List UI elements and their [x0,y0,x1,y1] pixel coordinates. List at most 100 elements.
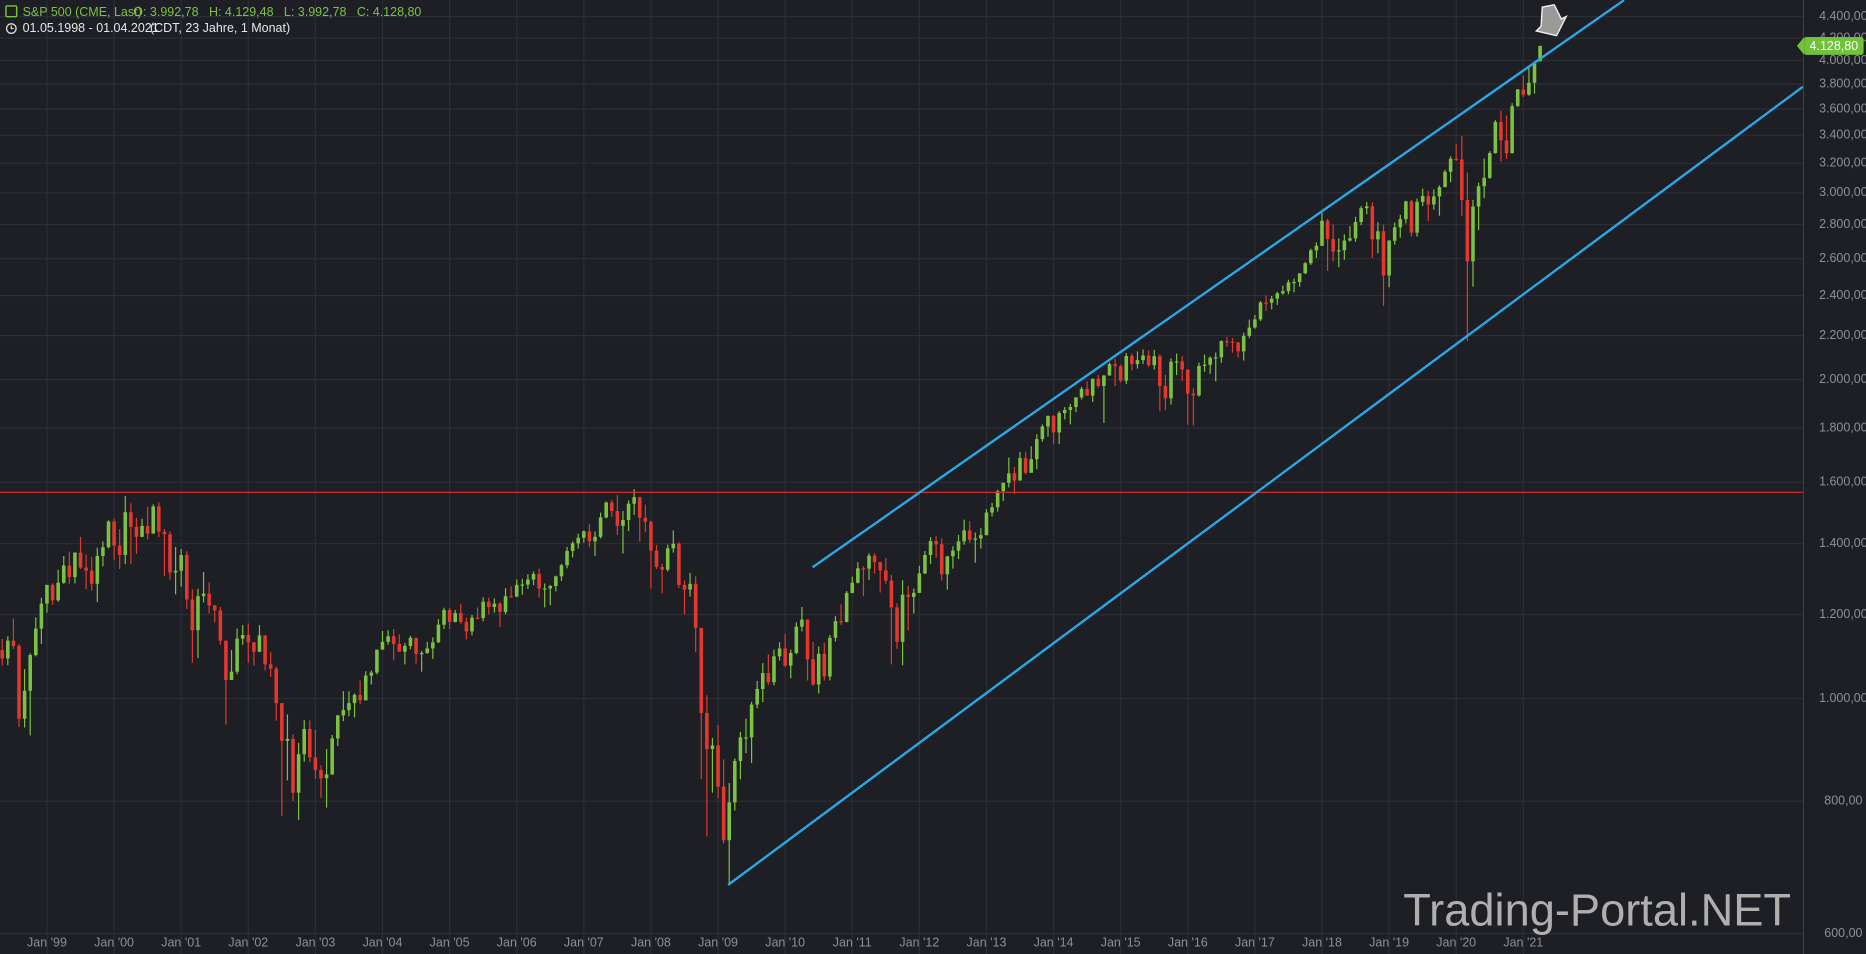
candle-body [453,613,457,622]
candle-body [1062,409,1067,414]
y-tick-label: 1.200,00 [1819,607,1866,621]
candle-body [157,506,161,532]
candle-body [1482,177,1486,187]
x-tick-label: Jan '12 [899,936,939,950]
candle-body [1420,195,1425,202]
candle-body [1342,240,1347,251]
candle-body [945,556,950,575]
candle-body [1353,222,1358,239]
candle-body [967,530,972,540]
candle-body [1090,378,1095,396]
candle-body [134,526,139,537]
candle-body [833,621,838,638]
candle-body [78,552,83,568]
candle-body [419,652,424,655]
candle-body [1359,208,1363,223]
ohlc-text: O: 3.992,78 H: 4.129,48 L: 3.992,78 C: 4… [133,5,421,19]
candle-body [677,543,681,585]
candle-body [1079,388,1084,398]
x-tick-label: Jan '18 [1302,936,1342,950]
y-tick-label: 2.800,00 [1819,217,1866,231]
candle-body [772,656,776,683]
candle-body [990,507,994,513]
candle-body [1152,356,1157,366]
y-tick-label: 800,00 [1824,794,1862,808]
candle-body [1018,458,1022,481]
candle-body [749,704,754,738]
candle-body [682,584,687,590]
candle-body [733,761,737,803]
candle-body [744,737,748,739]
candle-body [542,588,547,590]
x-tick-label: Jan '16 [1168,936,1208,950]
candle-body [369,672,374,676]
candle-body [1336,250,1341,252]
candle-body [1241,335,1246,352]
y-tick-label: 1.800,00 [1819,420,1866,434]
candle-body [380,641,385,650]
candle-body [481,601,485,619]
candle-body [296,754,301,793]
candle-body [1191,393,1196,396]
candle-body [1135,360,1140,365]
candle-body [928,541,933,555]
y-tick-label: 600,00 [1824,926,1862,940]
candle-body [403,645,407,652]
candle-body [1376,231,1380,240]
candle-body [263,635,267,665]
candle-body [839,621,843,623]
candle-body [1364,206,1369,209]
arrow-icon [1534,3,1568,37]
candle-body [1247,327,1252,336]
candle-body [1275,293,1280,299]
candle-body [1510,106,1514,154]
candle-body [1169,361,1173,399]
candle-body [1303,263,1308,274]
x-tick-label: Jan '14 [1034,936,1074,950]
candle-body [11,640,16,646]
candle-body [956,541,961,551]
candle-body [1113,364,1117,367]
candle-body [291,738,295,793]
candle-body [660,566,664,570]
candle-body [28,655,32,691]
candle-body [710,745,715,750]
candle-body [867,555,871,569]
x-tick-label: Jan '10 [765,936,805,950]
candle-body [425,648,430,653]
candle-body [375,649,379,673]
candle-body [1281,291,1285,294]
x-tick-label: Jan '11 [833,936,872,950]
candle-body [1381,231,1386,276]
candle-body [17,645,21,719]
candle-body [615,510,620,526]
candle-body [811,659,815,685]
y-tick-label: 1.000,00 [1819,691,1866,705]
candle-body [162,531,167,535]
range-note: (CDT, 23 Jahre, 1 Monat) [150,21,290,35]
candle-body [911,592,916,597]
y-tick-label: 3.000,00 [1819,185,1866,199]
candle-body [1476,186,1481,207]
y-tick-label: 1.400,00 [1819,536,1866,550]
candle-body [201,593,206,597]
x-tick-label: Jan '13 [967,936,1007,950]
candle-body [1197,365,1201,396]
candle-body [101,547,105,556]
candle-body [1398,219,1403,228]
candle-body [1515,89,1520,107]
candle-body [1230,341,1235,343]
candle-body [1213,357,1218,359]
candle-body [537,573,541,589]
candle-body [1499,121,1503,141]
candle-body [179,554,183,571]
x-tick-label: Jan '02 [228,936,268,950]
candle-body [973,538,978,540]
candle-body [526,579,530,585]
candle-body [1236,342,1240,352]
candle-body [856,568,860,583]
y-tick-label: 4.000,00 [1819,53,1866,67]
header: S&P 500 (CME, Last) O: 3.992,78 H: 4.129… [5,5,421,35]
candle-body [274,668,279,704]
candle-body [1320,220,1324,246]
